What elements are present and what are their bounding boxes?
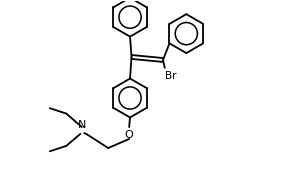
- Text: Br: Br: [165, 71, 176, 81]
- Text: O: O: [125, 130, 133, 140]
- Text: N: N: [78, 120, 86, 130]
